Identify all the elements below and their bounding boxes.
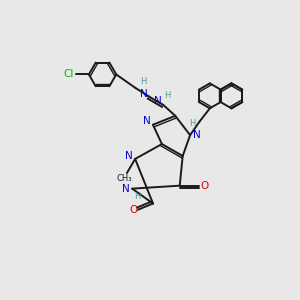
Text: N: N	[154, 96, 162, 106]
Text: N: N	[125, 151, 133, 161]
Text: N: N	[122, 184, 130, 194]
Text: H: H	[164, 92, 171, 100]
Text: H: H	[189, 119, 195, 128]
Text: CH₃: CH₃	[116, 174, 132, 183]
Text: O: O	[201, 181, 209, 191]
Text: N: N	[142, 116, 150, 126]
Text: H: H	[140, 77, 147, 86]
Text: O: O	[129, 205, 137, 215]
Text: N: N	[140, 88, 148, 99]
Text: Cl: Cl	[64, 69, 74, 80]
Text: N: N	[193, 130, 200, 140]
Text: H: H	[134, 193, 141, 202]
